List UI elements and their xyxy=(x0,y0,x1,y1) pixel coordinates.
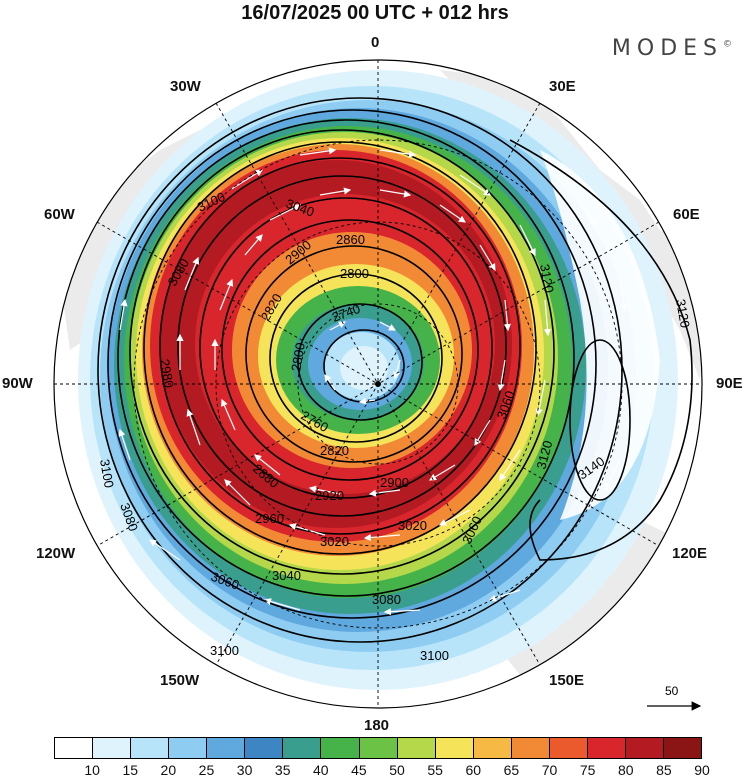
colorbar-tick-label: 45 xyxy=(351,762,367,778)
lon-label-60e: 60E xyxy=(673,206,700,223)
colorbar-tick-label: 80 xyxy=(617,762,634,778)
contour-label: 2800 xyxy=(340,266,369,281)
colorbar-tick-label: 35 xyxy=(274,762,291,778)
colorbar-tick-label: 85 xyxy=(656,762,672,778)
contour-label: 3020 xyxy=(398,518,427,533)
lon-label-bottom: 180 xyxy=(364,717,390,734)
pole-marker xyxy=(375,381,381,387)
colorbar-tick-label: 50 xyxy=(389,762,405,778)
contour-label: 3100 xyxy=(210,643,239,658)
map-boundary xyxy=(53,59,703,709)
reference-vector-label: 50 xyxy=(665,684,679,698)
lon-label-150w: 150W xyxy=(160,672,200,689)
colorbar-swatch xyxy=(55,738,94,758)
colorbar-swatch xyxy=(435,738,474,758)
contour-label: 2900 xyxy=(380,475,409,490)
contour-label: 3120 xyxy=(673,298,693,329)
lon-label-60w: 60W xyxy=(44,206,75,223)
colorbar-swatch xyxy=(169,738,208,758)
contour-label: 3120 xyxy=(537,263,557,294)
colorbar-swatch xyxy=(397,738,436,758)
colorbar-tick-label: 75 xyxy=(579,762,596,778)
colorbar-swatch xyxy=(625,738,664,758)
colorbar-tick-label: 15 xyxy=(122,762,139,778)
brand-name: MODES xyxy=(611,36,723,61)
contour-label: 2820 xyxy=(320,443,349,458)
contour-label: 3120 xyxy=(533,439,555,471)
colorbar-swatch xyxy=(587,738,626,758)
contour-label: 3080 xyxy=(372,592,401,607)
colorbar-labels: 10 15 20 25 30 35 40 45 50 55 60 65 70 75 80 85 90 xyxy=(54,762,709,780)
colorbar-swatch xyxy=(283,738,322,758)
contour-label: 3100 xyxy=(97,458,117,489)
colorbar-tick-label: 20 xyxy=(160,762,177,778)
lon-label-120w: 120W xyxy=(36,545,76,562)
colorbar-swatch xyxy=(549,738,588,758)
colorbar-swatch xyxy=(664,738,702,758)
brand-mark: © xyxy=(723,39,732,50)
reference-arrow-icon xyxy=(647,701,702,711)
contour-label: 3040 xyxy=(272,568,301,583)
colorbar-tick-label: 40 xyxy=(313,762,329,778)
contour-label: 2800 xyxy=(288,341,308,372)
lon-label-120e: 120E xyxy=(672,545,708,562)
lon-label-30w: 30W xyxy=(170,78,201,95)
contour-label: 2860 xyxy=(336,232,365,247)
colorbar-tick-label: 25 xyxy=(198,762,215,778)
lon-label-left: 90W xyxy=(2,375,33,392)
contour-label: 3100 xyxy=(420,648,449,663)
colorbar-tick-label: 65 xyxy=(503,762,520,778)
colorbar-swatch xyxy=(93,738,132,758)
landmass-shape xyxy=(440,70,702,380)
lon-label-top: 0 xyxy=(371,34,380,51)
colorbar-swatch xyxy=(131,738,170,758)
wind-vectors xyxy=(118,147,628,616)
contour-label: 3020 xyxy=(320,534,349,549)
colorbar-tick-label: 90 xyxy=(694,762,710,778)
contour-label: 2960 xyxy=(255,511,284,526)
contour-label: 2980 xyxy=(157,358,177,389)
colorbar-swatch xyxy=(359,738,398,758)
lon-label-30e: 30E xyxy=(549,78,576,95)
colorbar-tick-label: 30 xyxy=(236,762,253,778)
colorbar-tick-label: 10 xyxy=(84,762,100,778)
lon-label-150e: 150E xyxy=(549,672,585,689)
lon-label-right: 90E xyxy=(716,375,743,392)
forecast-title: 16/07/2025 00 UTC + 012 hrs xyxy=(241,2,509,24)
contour-label: 2920 xyxy=(315,488,344,503)
colorbar-tick-label: 55 xyxy=(427,762,443,778)
colorbar-swatch xyxy=(245,738,284,758)
reference-vector: 50 xyxy=(645,684,705,714)
brand-logo: MODES© xyxy=(612,36,732,61)
colorbar-tick-label: 70 xyxy=(541,762,558,778)
colorbar-swatch xyxy=(511,738,550,758)
colorbar-tick-label: 60 xyxy=(465,762,482,778)
colorbar xyxy=(54,737,702,759)
colorbar-swatch xyxy=(473,738,512,758)
colorbar-swatch xyxy=(207,738,246,758)
colorbar-swatch xyxy=(321,738,360,758)
